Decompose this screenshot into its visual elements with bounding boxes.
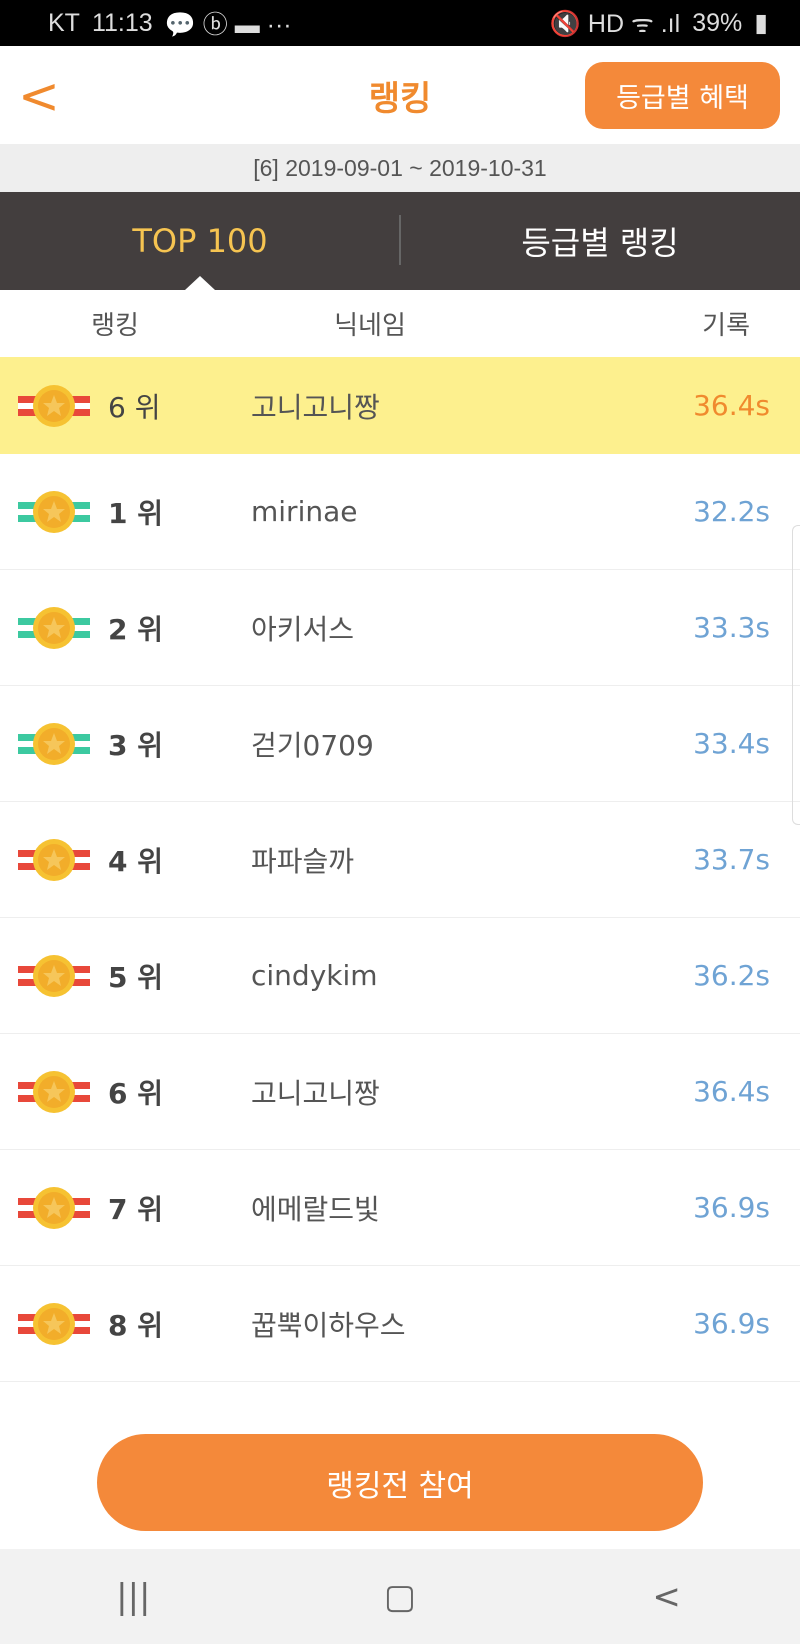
table-row: 2 위 아키서스 33.3s	[0, 570, 800, 686]
back-chevron-icon[interactable]: <	[18, 67, 60, 125]
status-bar: KT 11:13 💬 ⓑ ▬ ··· 🔇 HD ᯤ .ıl 39% ▮	[0, 0, 800, 46]
rank: 2 위	[108, 612, 163, 646]
record: 36.9s	[693, 1191, 770, 1224]
rank: 6 위	[108, 1076, 163, 1110]
col-nickname: 닉네임	[334, 311, 406, 341]
nickname: 고니고니짱	[251, 1076, 380, 1110]
notification-icons: 💬 ⓑ ▬ ···	[164, 11, 292, 39]
nickname: 꿉뿍이하우스	[251, 1308, 406, 1342]
signal-icons: 🔇 HD ᯤ .ıl	[549, 10, 681, 38]
record: 36.4s	[693, 1075, 770, 1108]
table-row: 6 위 고니고니짱 36.4s	[0, 1034, 800, 1150]
record: 32.2s	[693, 495, 770, 528]
grade-benefit-button[interactable]: 등급별 혜택	[585, 62, 780, 129]
scrollbar[interactable]	[792, 525, 800, 825]
home-icon[interactable]: ▢	[383, 1576, 417, 1617]
record: 36.4s	[693, 389, 770, 422]
nickname: 에메랄드빛	[251, 1192, 380, 1226]
table-row: 7 위 에메랄드빛 36.9s	[0, 1150, 800, 1266]
table-row: 4 위 파파슬까 33.7s	[0, 802, 800, 918]
nickname: 걷기0709	[251, 728, 374, 762]
rank: 7 위	[108, 1192, 163, 1226]
page-title: 랭킹	[368, 78, 432, 119]
recent-apps-icon[interactable]: |||	[116, 1576, 151, 1617]
my-rank-row: 6 위 고니고니짱 36.4s	[0, 357, 800, 454]
table-row: 3 위 걷기0709 33.4s	[0, 686, 800, 802]
app-header: < 랭킹 등급별 혜택	[0, 46, 800, 144]
active-tab-indicator	[185, 276, 215, 290]
time: 11:13	[91, 8, 153, 37]
medal-icon	[18, 722, 90, 766]
nickname: cindykim	[251, 959, 378, 992]
medal-icon	[18, 384, 90, 428]
carrier: KT	[48, 8, 80, 37]
medal-icon	[18, 1070, 90, 1114]
rank: 4 위	[108, 844, 163, 878]
rank: 5 위	[108, 960, 163, 994]
rank: 6 위	[108, 390, 161, 424]
record: 36.9s	[693, 1307, 770, 1340]
nickname: 고니고니짱	[251, 390, 380, 424]
battery-icon: ▮	[754, 9, 768, 37]
tab-bar: TOP 100 등급별 랭킹	[0, 192, 800, 290]
ranking-list: 6 위 고니고니짱 36.4s 1 위 mirinae 32.2s 2 위 아키…	[0, 357, 800, 1382]
battery-level: 39%	[692, 8, 743, 37]
rank: 3 위	[108, 728, 163, 762]
medal-icon	[18, 954, 90, 998]
medal-icon	[18, 1302, 90, 1346]
rank: 1 위	[108, 496, 163, 530]
nickname: 파파슬까	[251, 844, 355, 878]
column-headers: 랭킹 닉네임 기록	[0, 290, 800, 357]
record: 33.4s	[693, 727, 770, 760]
col-record: 기록	[702, 311, 750, 341]
join-ranking-button[interactable]: 랭킹전 참여	[97, 1434, 703, 1531]
table-row: 1 위 mirinae 32.2s	[0, 454, 800, 570]
record: 33.3s	[693, 611, 770, 644]
record: 36.2s	[693, 959, 770, 992]
table-row: 8 위 꿉뿍이하우스 36.9s	[0, 1266, 800, 1382]
tab-divider	[399, 215, 401, 265]
back-icon[interactable]: <	[652, 1576, 681, 1617]
system-nav-bar: ||| ▢ <	[0, 1549, 800, 1644]
nickname: mirinae	[251, 495, 358, 528]
nickname: 아키서스	[251, 612, 355, 646]
medal-icon	[18, 490, 90, 534]
medal-icon	[18, 838, 90, 882]
tab-top100[interactable]: TOP 100	[132, 222, 268, 260]
tab-grade-ranking[interactable]: 등급별 랭킹	[521, 224, 679, 262]
col-rank: 랭킹	[91, 311, 139, 341]
record: 33.7s	[693, 843, 770, 876]
rank: 8 위	[108, 1308, 163, 1342]
medal-icon	[18, 1186, 90, 1230]
table-row: 5 위 cindykim 36.2s	[0, 918, 800, 1034]
period-label: [6] 2019-09-01 ~ 2019-10-31	[0, 144, 800, 192]
medal-icon	[18, 606, 90, 650]
